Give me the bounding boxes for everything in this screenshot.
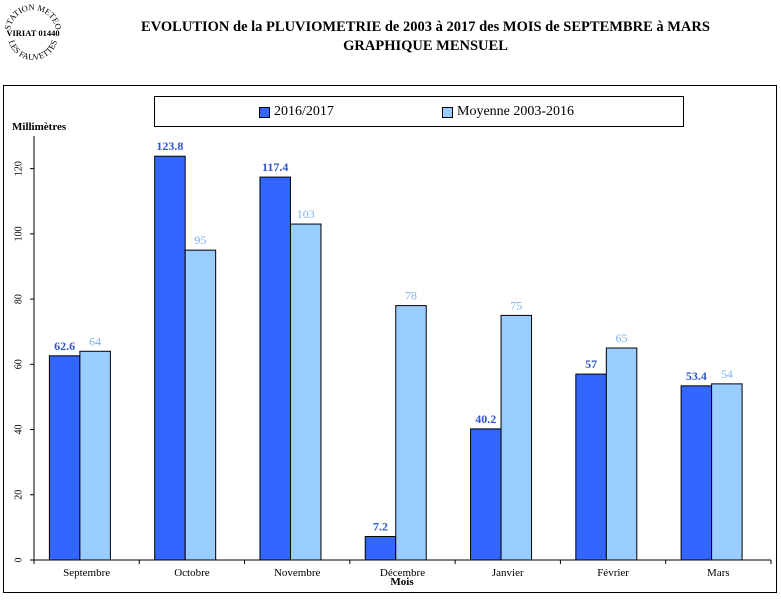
bar-moyenne-2003-2016-novembre	[289, 223, 322, 561]
data-label-2016-2017-novembre: 117.4	[262, 160, 288, 174]
x-tick-label-janvier: Janvier	[492, 567, 524, 579]
chart-bars	[48, 155, 743, 561]
x-tick-label-novembre: Novembre	[274, 567, 321, 579]
data-label-moyenne-2003-2016-octobre: 95	[194, 233, 206, 247]
data-label-moyenne-2003-2016-novembre: 103	[297, 207, 315, 221]
bar-moyenne-2003-2016-decembre	[395, 305, 427, 561]
legend-swatch-2016-2017	[259, 106, 270, 118]
y-tick-label: 40	[13, 425, 24, 435]
data-label-2016-2017-decembre: 7.2	[373, 520, 388, 534]
y-tick-label: 60	[13, 359, 24, 369]
legend-label-moyenne: Moyenne 2003-2016	[457, 104, 575, 119]
x-axis-label: Mois	[390, 576, 414, 588]
bar-2016-2017-octobre	[154, 155, 186, 561]
chart-data-labels: 62.6 123.8 117.4 7.2 40.2 57 53.4 64 95 103 78 75 65…	[54, 139, 733, 533]
chart-frame	[3, 85, 777, 593]
bar-2016-2017-mars	[680, 385, 713, 561]
bar-moyenne-2003-2016-mars	[711, 383, 743, 561]
station-stamp-logo: STATION METEO VIRIAT 01440 LES FAUVETTES	[2, 2, 64, 62]
x-tick-label-decembre: Décembre	[380, 567, 425, 579]
data-label-2016-2017-janvier: 40.2	[475, 412, 496, 426]
y-tick-label: 0	[13, 558, 24, 563]
bar-2016-2017-septembre	[48, 355, 81, 561]
x-tick-label-octobre: Octobre	[174, 567, 210, 579]
bar-moyenne-2003-2016-janvier	[500, 314, 533, 561]
data-label-2016-2017-septembre: 62.6	[54, 339, 75, 353]
data-label-2016-2017-octobre: 123.8	[156, 139, 183, 153]
legend-item-moyenne: Moyenne 2003-2016	[442, 104, 574, 120]
y-tick-label: 120	[13, 161, 24, 176]
data-label-moyenne-2003-2016-septembre: 64	[89, 334, 101, 348]
x-tick-label-fevrier: Février	[597, 567, 629, 579]
legend-item-2016-2017: 2016/2017	[259, 104, 334, 120]
chart-legend: 2016/2017 Moyenne 2003-2016	[154, 96, 684, 127]
data-label-2016-2017-fevrier: 57	[585, 357, 597, 371]
y-tick-label: 20	[13, 490, 24, 500]
y-tick-label: 80	[13, 294, 24, 304]
data-label-2016-2017-mars: 53.4	[686, 369, 707, 383]
bar-moyenne-2003-2016-septembre	[79, 350, 111, 561]
bar-moyenne-2003-2016-octobre	[184, 249, 217, 561]
chart-title: EVOLUTION de la PLUVIOMETRIE de 2003 à 2…	[141, 19, 710, 35]
x-tick-label-mars: Mars	[707, 567, 730, 579]
bar-2016-2017-janvier	[470, 428, 502, 561]
chart-title-block: EVOLUTION de la PLUVIOMETRIE de 2003 à 2…	[70, 18, 781, 56]
y-axis-label: Millimètres	[12, 121, 67, 133]
legend-label-2016-2017: 2016/2017	[274, 104, 334, 119]
stamp-middle-text: VIRIAT 01440	[6, 28, 59, 38]
data-label-moyenne-2003-2016-mars: 54	[721, 367, 733, 381]
chart-axes: 0 20 40 60 80 100 120 Septembre Octobre Novembre D…	[13, 136, 772, 579]
chart-subtitle: GRAPHIQUE MENSUEL	[343, 38, 508, 54]
bar-2016-2017-fevrier	[575, 373, 607, 561]
data-label-moyenne-2003-2016-decembre: 78	[405, 289, 417, 303]
bar-2016-2017-novembre	[259, 176, 291, 561]
y-tick-label: 100	[13, 226, 24, 241]
bar-2016-2017-decembre	[364, 536, 397, 561]
data-label-moyenne-2003-2016-fevrier: 65	[616, 331, 628, 345]
bar-moyenne-2003-2016-fevrier	[605, 347, 638, 561]
data-label-moyenne-2003-2016-janvier: 75	[510, 298, 522, 312]
x-tick-label-septembre: Septembre	[63, 567, 110, 579]
legend-swatch-moyenne	[442, 106, 453, 118]
